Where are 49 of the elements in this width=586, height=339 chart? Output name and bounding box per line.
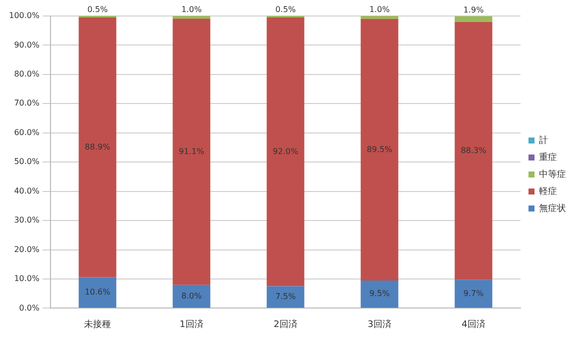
y-tick-label: 10.0% [14, 274, 40, 284]
bar [78, 277, 116, 308]
y-tick-label: 40.0% [14, 186, 40, 196]
bar [172, 18, 210, 285]
y-tick-label: 90.0% [14, 40, 40, 50]
y-tick-label: 0.0% [19, 303, 40, 312]
data-label: 88.9% [84, 142, 111, 152]
x-tick-label: 4回済 [462, 318, 486, 330]
data-label: 1.9% [463, 5, 484, 14]
bar [78, 17, 116, 278]
legend-label: 重症 [539, 152, 557, 163]
legend-label: 無症状 [539, 202, 566, 214]
data-label: 8.0% [181, 291, 202, 300]
bar [172, 16, 210, 19]
y-tick-label: 50.0% [14, 157, 40, 166]
legend-label: 中等症 [539, 168, 566, 180]
bar [266, 286, 304, 308]
bar [172, 284, 210, 308]
data-label: 92.0% [272, 146, 299, 156]
bar [266, 17, 304, 286]
data-label: 1.0% [181, 4, 202, 14]
data-label: 9.5% [369, 289, 390, 298]
data-label: 88.3% [460, 146, 487, 155]
bar [360, 280, 398, 308]
bar [360, 18, 398, 280]
y-tick-label: 30.0% [14, 216, 40, 225]
legend-label: 計 [539, 134, 548, 146]
data-label: 91.1% [178, 146, 205, 156]
bar [454, 16, 492, 22]
y-tick-label: 80.0% [14, 70, 40, 79]
x-tick-label: 2回済 [274, 318, 298, 330]
data-label: 0.5% [87, 5, 108, 14]
data-label: 9.7% [463, 288, 484, 298]
data-label: 7.5% [275, 292, 296, 302]
y-tick-label: 70.0% [14, 98, 40, 108]
data-label: 0.5% [275, 5, 296, 14]
x-tick-label: 3回済 [368, 318, 392, 330]
y-tick-label: 20.0% [14, 244, 40, 254]
data-label: 1.0% [369, 5, 390, 14]
data-label: 89.5% [366, 144, 393, 154]
y-tick-label: 100.0% [8, 11, 40, 20]
legend-label: 軽症 [539, 186, 557, 197]
x-tick-label: 1回済 [180, 318, 204, 330]
y-tick-label: 60.0% [14, 128, 40, 137]
bar [454, 280, 492, 308]
data-label: 10.6% [84, 288, 111, 297]
x-tick-label: 未接種 [84, 318, 112, 330]
bar [360, 16, 398, 19]
bar [454, 22, 492, 280]
